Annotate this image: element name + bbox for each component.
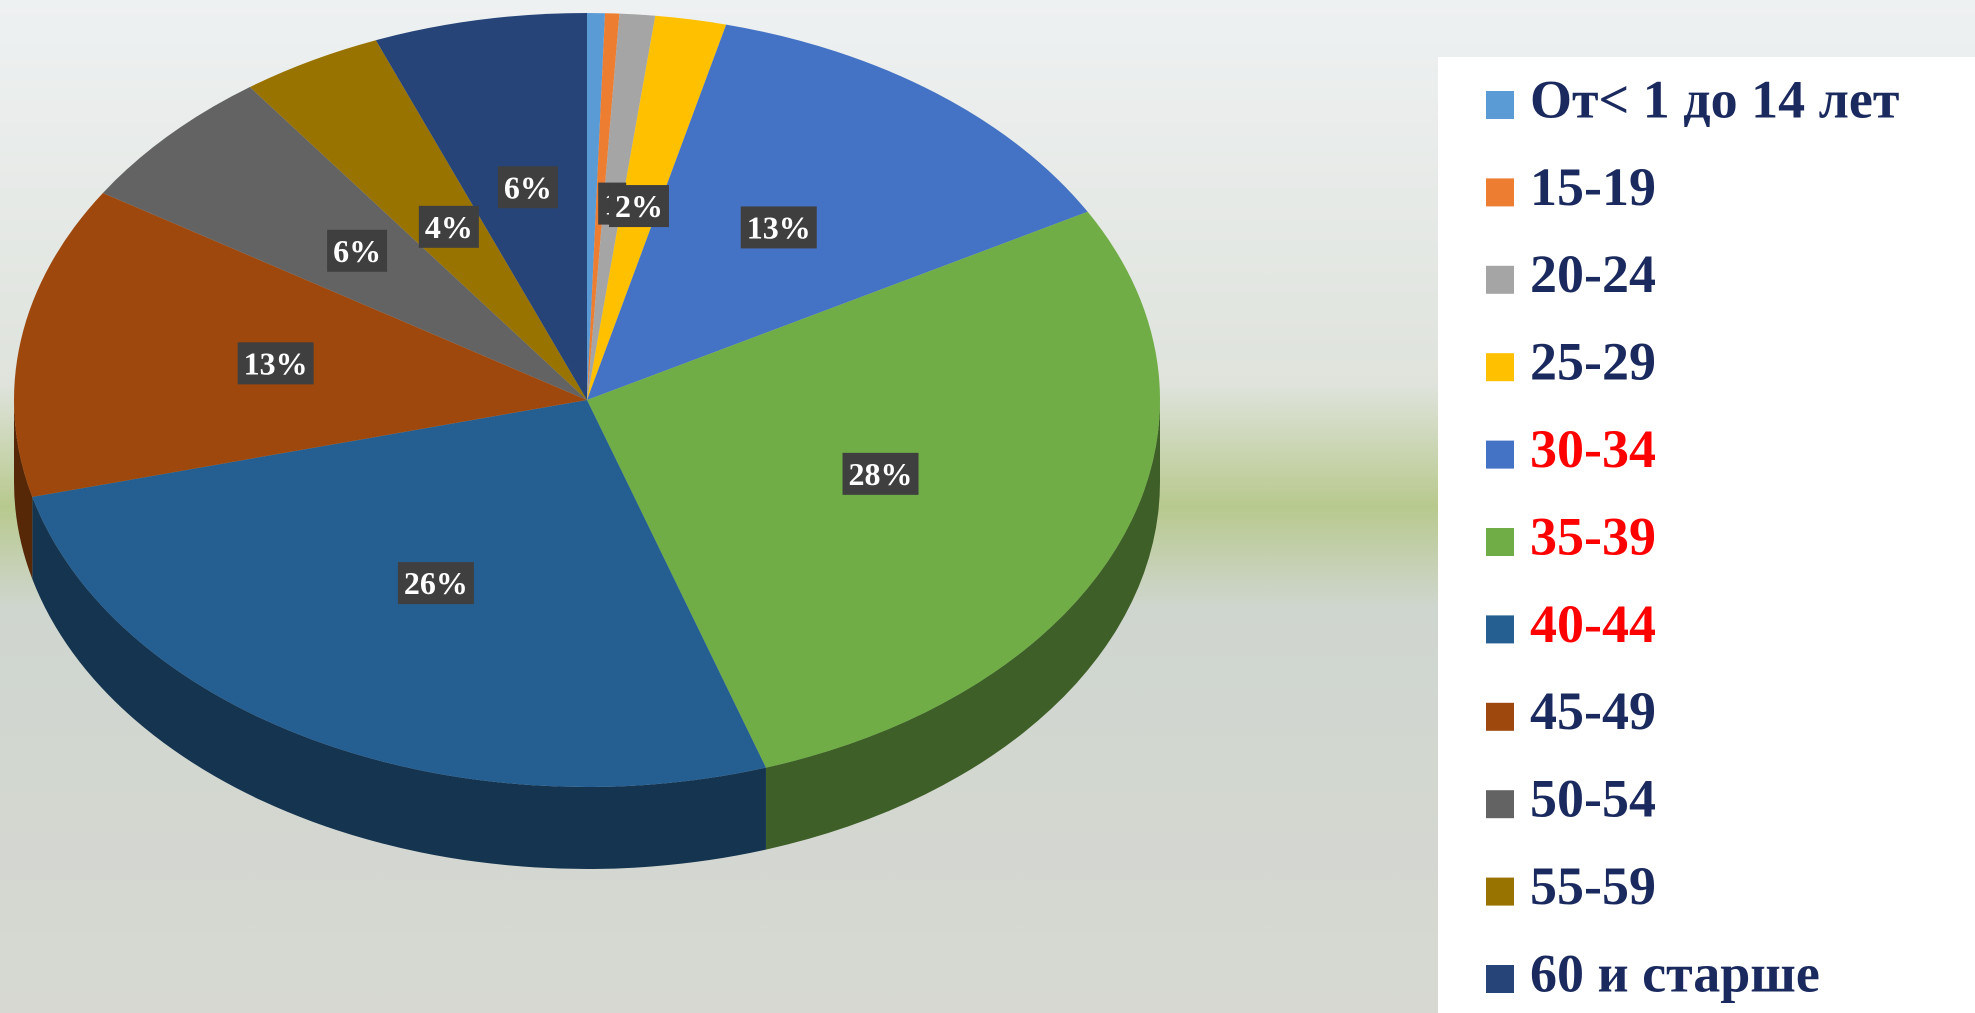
data-label-group: 6% [327, 230, 387, 272]
legend-label: 25-29 [1530, 332, 1656, 392]
data-label: 6% [504, 169, 552, 205]
page: 12%13%28%26%13%6%4%6% От< 1 до 14 лет15-… [0, 0, 1975, 1013]
legend-label: 40-44 [1530, 594, 1656, 654]
legend-label: 60 и старше [1530, 943, 1820, 1003]
legend-swatch [1486, 441, 1514, 469]
data-label: 13% [244, 345, 308, 381]
legend-swatch [1486, 878, 1514, 906]
legend-label: 55-59 [1530, 856, 1656, 916]
legend-label: 45-49 [1530, 681, 1656, 741]
legend-label: 50-54 [1530, 769, 1656, 829]
pie-tops [14, 13, 1160, 787]
data-label: 26% [404, 565, 468, 601]
data-label-group: 2% [609, 185, 669, 227]
legend-swatch [1486, 528, 1514, 556]
legend-label: 35-39 [1530, 506, 1656, 566]
legend-swatch [1486, 353, 1514, 381]
legend-swatch [1486, 91, 1514, 119]
data-label-group: 28% [843, 453, 919, 495]
legend-label: 20-24 [1530, 244, 1656, 304]
data-label-group: 13% [238, 342, 314, 384]
legend-swatch [1486, 178, 1514, 206]
legend-label: От< 1 до 14 лет [1530, 69, 1899, 129]
chart: 12%13%28%26%13%6%4%6% От< 1 до 14 лет15-… [0, 0, 1975, 1013]
data-label: 6% [333, 233, 381, 269]
data-label: 2% [615, 188, 663, 224]
data-label-group: 13% [741, 206, 817, 248]
legend-swatch [1486, 965, 1514, 993]
data-label: 28% [849, 456, 913, 492]
legend-panel [1438, 57, 1975, 1013]
data-label-group: 4% [419, 206, 479, 248]
legend-label: 30-34 [1530, 419, 1656, 479]
legend-swatch [1486, 266, 1514, 294]
data-label-group: 6% [498, 166, 558, 208]
data-label: 4% [425, 209, 473, 245]
legend-swatch [1486, 703, 1514, 731]
legend-swatch [1486, 615, 1514, 643]
data-label: 13% [747, 209, 811, 245]
legend-label: 15-19 [1530, 157, 1656, 217]
legend-swatch [1486, 790, 1514, 818]
data-label-group: 26% [398, 562, 474, 604]
